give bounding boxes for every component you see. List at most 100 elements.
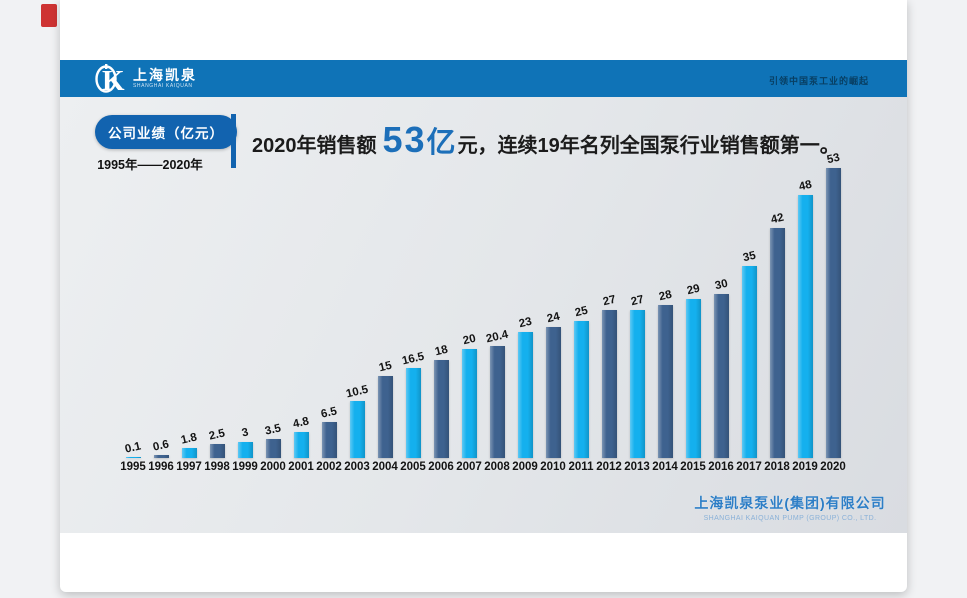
bar <box>797 195 813 458</box>
bar-column: 42 2018 <box>763 145 791 475</box>
bar-value-label: 48 <box>797 178 813 194</box>
bar-value-label: 0.6 <box>151 438 171 454</box>
year-range-label: 1995年——2020年 <box>97 158 203 172</box>
bar-value-label: 23 <box>517 315 533 331</box>
bar <box>489 346 505 458</box>
logo-name-cn: 上海凯泉 <box>133 67 197 83</box>
bar-value-label: 35 <box>741 249 757 265</box>
bar <box>713 294 729 458</box>
headline-suffix: 连续19年名列全国泵行业销售额第一。 <box>497 135 840 157</box>
x-axis-tick-label: 1997 <box>176 461 202 473</box>
bar-column: 6.5 2002 <box>315 145 343 475</box>
bar-value-label: 27 <box>601 293 617 309</box>
company-logo: K 上海凯泉 SHANGHAI KAIQUAN <box>93 63 197 94</box>
bar-column: 35 2017 <box>735 145 763 475</box>
bar-value-label: 53 <box>825 151 841 167</box>
bar <box>265 439 281 458</box>
bar-column: 20.4 2008 <box>483 145 511 475</box>
bar-value-label: 27 <box>629 293 645 309</box>
bar <box>657 305 673 458</box>
bar-value-label: 25 <box>573 304 589 320</box>
bar-column: 25 2011 <box>567 145 595 475</box>
x-axis-tick-label: 2020 <box>820 461 846 473</box>
bar-value-label: 0.1 <box>123 440 143 456</box>
x-axis-tick-label: 2017 <box>736 461 762 473</box>
bar <box>685 299 701 458</box>
x-axis-tick-label: 2003 <box>344 461 370 473</box>
bar-value-label: 30 <box>713 277 729 293</box>
x-axis-tick-label: 2009 <box>512 461 538 473</box>
bar-column: 1.8 1997 <box>175 145 203 475</box>
bar <box>601 310 617 458</box>
bar-column: 48 2019 <box>791 145 819 475</box>
company-name-cn: 上海凯泉泵业(集团)有限公司 <box>694 495 886 511</box>
bar <box>349 401 365 458</box>
bar-column: 3 1999 <box>231 145 259 475</box>
x-axis-tick-label: 2008 <box>484 461 510 473</box>
svg-text:K: K <box>102 65 125 94</box>
company-footer: 上海凯泉泵业(集团)有限公司 SHANGHAI KAIQUAN PUMP (GR… <box>680 493 900 522</box>
header-band: K 上海凯泉 SHANGHAI KAIQUAN 引领中国泵工业的崛起 <box>60 60 907 97</box>
bar-column: 28 2014 <box>651 145 679 475</box>
x-axis-tick-label: 2002 <box>316 461 342 473</box>
bar-value-label: 16.5 <box>400 350 426 368</box>
red-accent-marker <box>41 4 57 27</box>
x-axis-tick-label: 2004 <box>372 461 398 473</box>
x-axis-tick-label: 2019 <box>792 461 818 473</box>
bar <box>321 422 337 458</box>
bar-column: 4.8 2001 <box>287 145 315 475</box>
slide-page: K 上海凯泉 SHANGHAI KAIQUAN 引领中国泵工业的崛起 公司业绩（… <box>60 0 907 592</box>
bar-column: 29 2015 <box>679 145 707 475</box>
x-axis-tick-label: 1998 <box>204 461 230 473</box>
x-axis-tick-label: 1999 <box>232 461 258 473</box>
bar <box>153 455 169 458</box>
x-axis-tick-label: 2013 <box>624 461 650 473</box>
x-axis-tick-label: 2012 <box>596 461 622 473</box>
bar-column: 27 2013 <box>623 145 651 475</box>
bar <box>573 321 589 458</box>
x-axis-tick-label: 2001 <box>288 461 314 473</box>
bar <box>377 376 393 458</box>
logo-text: 上海凯泉 SHANGHAI KAIQUAN <box>133 68 197 89</box>
x-axis-tick-label: 2000 <box>260 461 286 473</box>
bar-value-label: 15 <box>377 359 393 375</box>
bar <box>181 448 197 458</box>
kaiquan-logo-icon: K <box>95 64 125 94</box>
bar-value-label: 24 <box>545 310 561 326</box>
bar-column: 0.6 1996 <box>147 145 175 475</box>
bar-column: 27 2012 <box>595 145 623 475</box>
logo-name-en: SHANGHAI KAIQUAN <box>133 83 193 89</box>
bar <box>433 360 449 458</box>
x-axis-tick-label: 2007 <box>456 461 482 473</box>
bar-column: 16.5 2005 <box>399 145 427 475</box>
bar <box>769 228 785 458</box>
headline-prefix: 2020年销售额 <box>252 135 377 157</box>
company-name-en: SHANGHAI KAIQUAN PUMP (GROUP) CO., LTD. <box>703 515 877 522</box>
bar-column: 18 2006 <box>427 145 455 475</box>
bar-column: 2.5 1998 <box>203 145 231 475</box>
bar-column: 3.5 2000 <box>259 145 287 475</box>
x-axis-tick-label: 2018 <box>764 461 790 473</box>
bar-value-label: 3.5 <box>263 422 283 438</box>
x-axis-tick-label: 1996 <box>148 461 174 473</box>
bar <box>209 444 225 458</box>
bar-value-label: 3 <box>240 426 250 440</box>
bar-value-label: 20 <box>461 332 477 348</box>
bar <box>461 349 477 458</box>
bar <box>545 327 561 458</box>
slide-content: 公司业绩（亿元） 1995年——2020年 2020年销售额 53亿 元，连续19年… <box>60 97 907 533</box>
bar <box>825 168 841 458</box>
bar <box>629 310 645 458</box>
bar <box>405 368 421 458</box>
bar-chart: 0.1 1995 0.6 1996 1.8 1997 2.5 1998 3 1999 3.5 2000… <box>119 145 847 475</box>
bar-value-label: 1.8 <box>179 431 199 447</box>
bar-column: 0.1 1995 <box>119 145 147 475</box>
bar-value-label: 6.5 <box>319 405 339 421</box>
bar <box>517 332 533 458</box>
bar-value-label: 29 <box>685 282 701 298</box>
bar-column: 23 2009 <box>511 145 539 475</box>
headline-divider <box>231 114 236 168</box>
bar-column: 20 2007 <box>455 145 483 475</box>
x-axis-tick-label: 2005 <box>400 461 426 473</box>
